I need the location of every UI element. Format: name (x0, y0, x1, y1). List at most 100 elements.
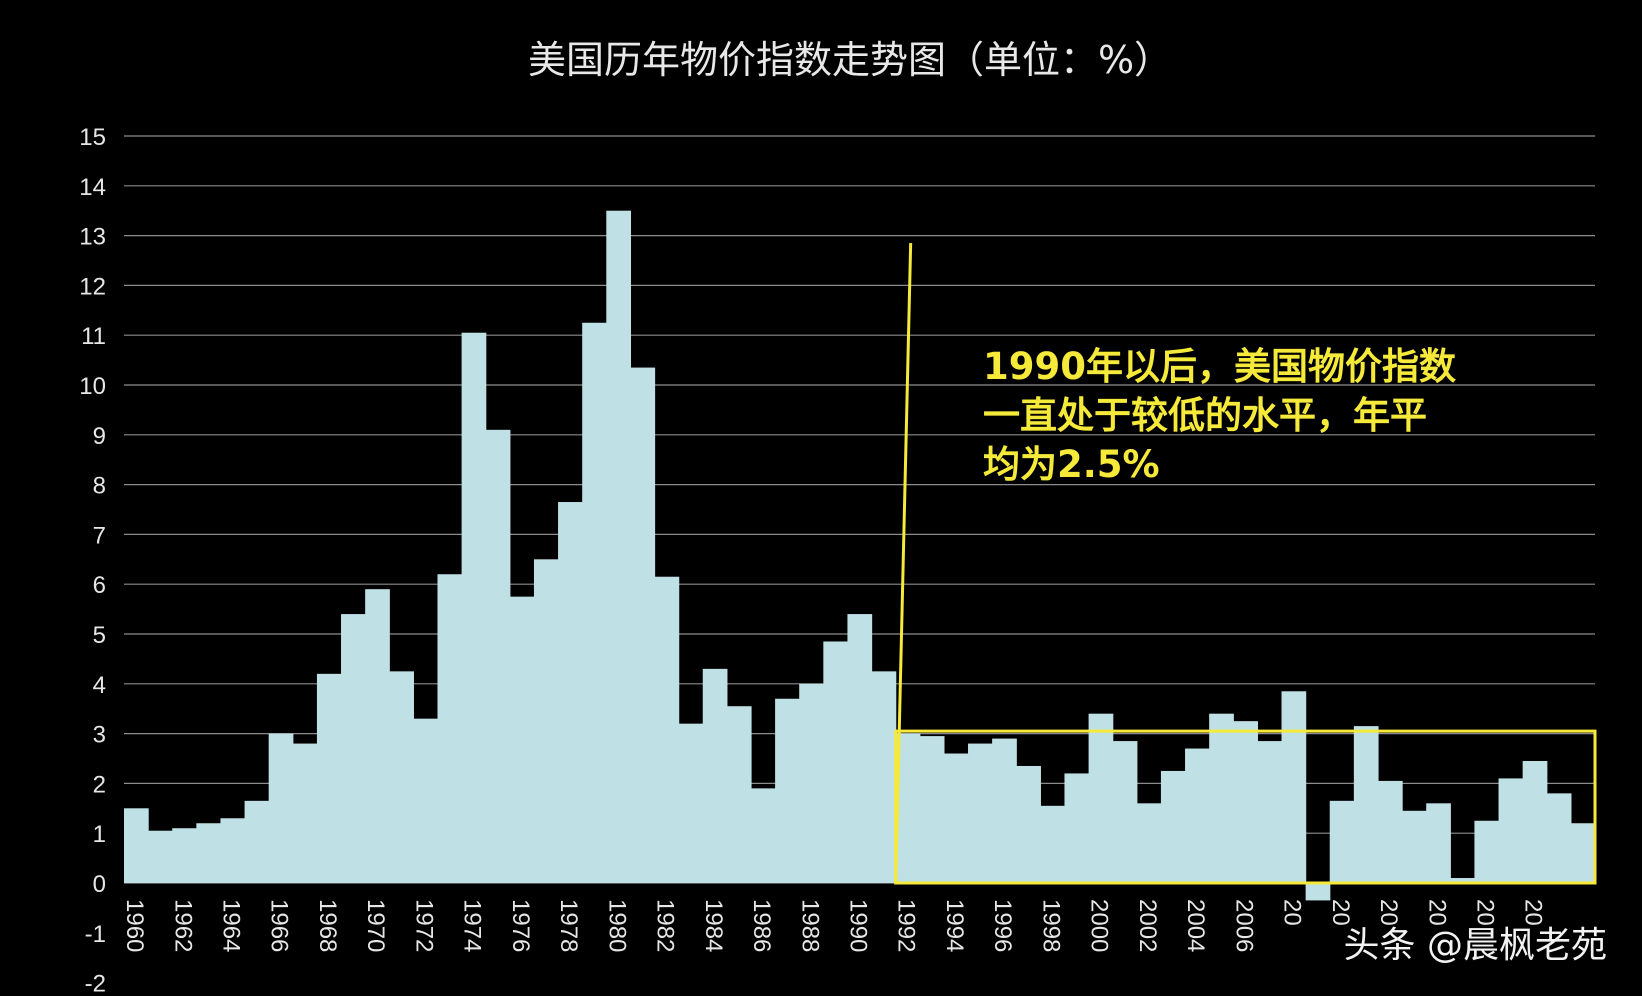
bar-2014 (1426, 803, 1451, 883)
x-tick-label: 1980 (603, 899, 630, 952)
bar-1969 (341, 614, 366, 883)
bar-1963 (196, 823, 222, 883)
bar-1982 (654, 576, 680, 883)
bar-1999 (1064, 773, 1090, 883)
bar-1980 (606, 210, 632, 883)
y-tick-label: 7 (93, 522, 106, 549)
bar-1973 (437, 574, 463, 883)
y-tick-label: 5 (93, 622, 106, 649)
annotation-text-line: 1990年以后，美国物价指数 (983, 345, 1456, 388)
bar-1970 (365, 589, 390, 883)
bar-1994 (943, 753, 969, 883)
highlight-box (894, 729, 1597, 885)
x-tick-label: 1996 (989, 899, 1016, 952)
x-tick-label: 1988 (796, 899, 823, 952)
bar-2007 (1257, 741, 1283, 883)
y-tick-label: 12 (79, 273, 106, 300)
x-tick-label: 1974 (459, 899, 486, 952)
bar-1960 (124, 808, 149, 883)
bar-1967 (292, 743, 318, 883)
bar-1990 (847, 614, 873, 883)
bar-1962 (172, 828, 197, 883)
y-tick-label: 14 (79, 174, 106, 201)
x-tick-label: 20 (1375, 899, 1402, 926)
annotation-text-line: 一直处于较低的水平，年平 (983, 394, 1427, 437)
bar-2006 (1233, 721, 1258, 883)
annotation-text-line: 均为2.5% (983, 443, 1160, 486)
bar-1975 (485, 429, 511, 883)
bar-2013 (1402, 810, 1427, 883)
bar-2019 (1546, 793, 1572, 883)
bar-2005 (1209, 713, 1234, 883)
y-tick-label: 15 (79, 124, 106, 151)
y-tick-label: 13 (79, 224, 106, 251)
bar-1991 (871, 671, 897, 883)
x-tick-label: 1960 (121, 899, 148, 952)
bar-1996 (992, 738, 1017, 883)
y-tick-label: 3 (93, 722, 106, 749)
watermark: 头条 @晨枫老苑 (1344, 925, 1607, 966)
bar-2008 (1281, 691, 1307, 883)
bar-1974 (461, 332, 487, 884)
chart-title: 美国历年物价指数走势图（单位：%） (528, 38, 1172, 82)
bar-1984 (702, 668, 728, 883)
x-tick-label: 1964 (218, 899, 245, 952)
annotation-pointer-line (894, 243, 913, 884)
x-tick-label: 1970 (362, 899, 389, 952)
bar-1988 (799, 683, 824, 883)
bar-2018 (1522, 760, 1548, 883)
bar-1998 (1040, 805, 1066, 883)
bar-2016 (1474, 820, 1500, 883)
bar-2003 (1160, 770, 1186, 883)
bar-2020 (1570, 823, 1596, 883)
bar-2012 (1377, 780, 1403, 883)
bar-1987 (775, 698, 800, 883)
x-tick-label: 1968 (314, 899, 341, 952)
bar-1997 (1016, 765, 1041, 883)
x-tick-label: 20 (1520, 899, 1547, 926)
y-tick-label: 2 (93, 771, 106, 798)
y-tick-label: 4 (93, 672, 106, 699)
y-tick-label: 0 (93, 871, 106, 898)
x-tick-label: 20 (1423, 899, 1450, 926)
x-axis: 1960 1962 1964 1966 1968 1970 1972 1974 1976 1978… (121, 899, 1547, 952)
x-tick-label: 1978 (555, 899, 582, 952)
y-tick-label: 10 (79, 373, 106, 400)
bar-2004 (1185, 748, 1210, 883)
y-tick-label: 6 (93, 572, 106, 599)
x-tick-label: 20 (1279, 899, 1306, 926)
x-tick-label: 1976 (507, 899, 534, 952)
x-tick-label: 1982 (652, 899, 679, 952)
bar-2015 (1450, 878, 1476, 883)
x-tick-label: 2004 (1182, 899, 1209, 952)
x-tick-label: 20 (1471, 899, 1498, 926)
bar-1981 (630, 367, 656, 883)
bar-1979 (582, 322, 607, 883)
bar-1978 (558, 502, 583, 883)
bar-1995 (968, 743, 993, 883)
bar-2002 (1136, 803, 1162, 883)
bar-1986 (750, 788, 776, 883)
bar-1968 (316, 673, 342, 883)
x-tick-label: 1994 (941, 899, 968, 952)
x-tick-label: 1962 (169, 899, 196, 952)
bar-1989 (823, 641, 849, 883)
x-tick-label: 1992 (893, 899, 920, 952)
y-tick-label: 11 (81, 323, 106, 350)
bar-1966 (268, 733, 294, 883)
x-tick-label: 1986 (748, 899, 775, 952)
x-tick-label: 1984 (700, 899, 727, 952)
x-tick-label: 2002 (1134, 899, 1161, 952)
bar-1977 (533, 559, 559, 883)
bar-2010 (1329, 800, 1355, 883)
bar-1965 (244, 800, 270, 883)
y-tick-label: 8 (93, 473, 106, 500)
bar-1983 (678, 723, 704, 883)
bar-2009 (1305, 883, 1331, 901)
y-tick-label: 1 (93, 821, 106, 848)
bar-1993 (919, 736, 945, 883)
bar-2017 (1498, 778, 1524, 883)
